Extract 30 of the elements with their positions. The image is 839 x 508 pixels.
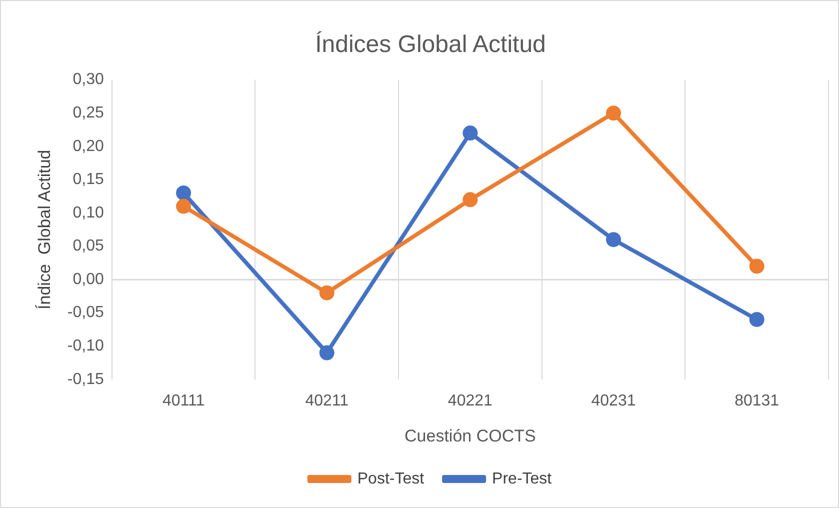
y-tick-label: -0,10 [67,338,104,355]
x-tick-label: 80131 [734,392,780,410]
y-tick-label: 0,10 [72,204,104,222]
chart-title: Índices Global Actitud [315,31,546,58]
legend-label: Post-Test [357,470,425,488]
point [462,192,478,208]
x-axis-title: Cuestión COCTS [404,426,536,446]
y-axis-title: Índice Global Actitud [34,150,54,310]
point [176,198,192,214]
point [176,185,192,200]
y-tick-label: 0,20 [72,138,104,155]
y-tick-label: 0,05 [72,238,104,255]
point [749,258,764,274]
x-tick-label: 40211 [305,392,349,410]
point [749,312,764,327]
x-tick-label: 40111 [162,392,205,410]
point [319,285,334,300]
y-tick-label: 0,30 [72,71,104,88]
point [606,232,622,248]
x-tick-label: 40231 [591,392,636,410]
y-tick-label: 0,15 [72,171,104,188]
y-tick-label: -0,05 [67,304,104,322]
y-tick-label: 0,25 [72,104,104,122]
point [606,106,622,121]
x-tick-label: 40221 [448,392,493,410]
legend-label: Pre-Test [492,470,552,488]
y-tick-label: 0,00 [72,270,104,288]
point [319,345,334,360]
y-tick-label: -0,15 [67,370,104,388]
point [462,126,478,141]
